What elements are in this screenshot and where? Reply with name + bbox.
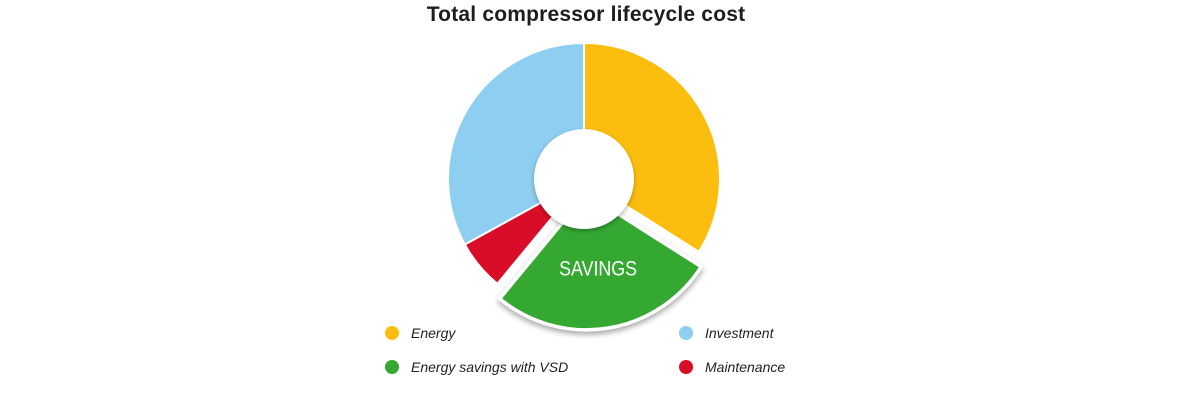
- legend-item-energy: Energy: [385, 323, 568, 343]
- legend-item-energy-savings-with-vsd: Energy savings with VSD: [385, 357, 568, 377]
- legend-bullet-investment: [679, 326, 693, 340]
- legend-item-investment: Investment: [679, 323, 785, 343]
- legend-bullet-maintenance: [679, 360, 693, 374]
- legend-label: Energy: [411, 325, 456, 341]
- donut-hole: [534, 129, 634, 229]
- legend-column-left: Energy Energy savings with VSD: [385, 323, 568, 391]
- donut-slice-energy-savings-with-vsd: [497, 192, 703, 332]
- legend-label: Investment: [705, 325, 774, 341]
- chart-title: Total compressor lifecycle cost: [426, 3, 746, 26]
- legend-column-right: Investment Maintenance: [679, 323, 785, 391]
- legend-bullet-energy: [385, 326, 399, 340]
- legend-bullet-energy-savings-with-vsd: [385, 360, 399, 374]
- slice-label-savings: SAVINGS: [559, 257, 637, 280]
- legend-label: Maintenance: [705, 359, 786, 375]
- legend-label: Energy savings with VSD: [411, 359, 569, 375]
- legend-item-maintenance: Maintenance: [679, 357, 785, 377]
